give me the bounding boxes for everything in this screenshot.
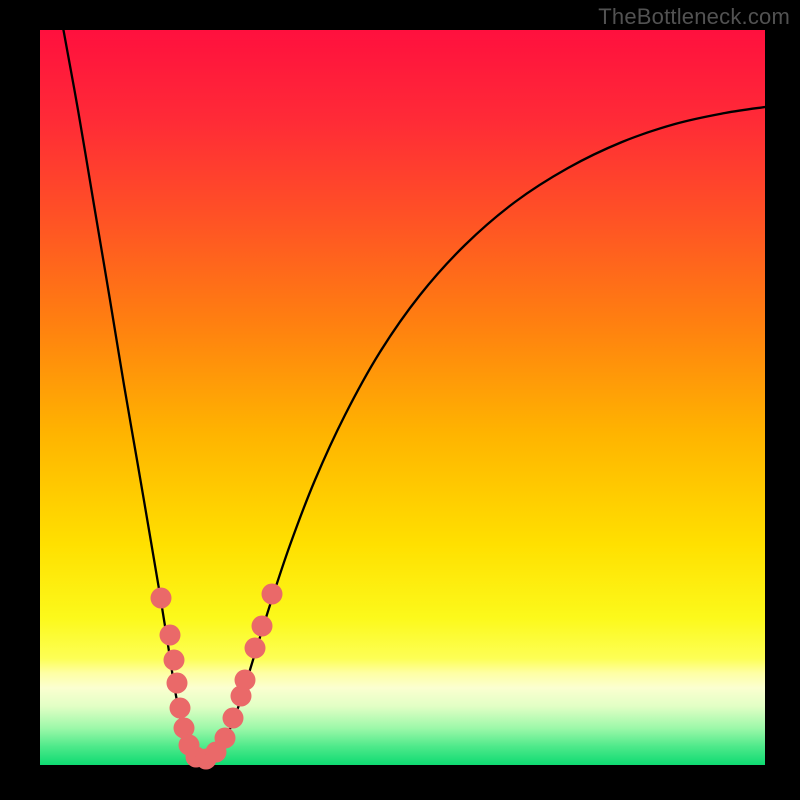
scatter-point	[223, 708, 244, 729]
chart-container: TheBottleneck.com	[0, 0, 800, 800]
scatter-point	[262, 584, 283, 605]
scatter-point	[245, 638, 266, 659]
scatter-point	[235, 670, 256, 691]
bottleneck-chart	[0, 0, 800, 800]
scatter-point	[167, 673, 188, 694]
watermark-text: TheBottleneck.com	[598, 4, 790, 30]
scatter-point	[160, 625, 181, 646]
scatter-point	[164, 650, 185, 671]
scatter-point	[151, 588, 172, 609]
scatter-point	[215, 728, 236, 749]
scatter-point	[252, 616, 273, 637]
plot-background	[40, 30, 765, 765]
scatter-point	[170, 698, 191, 719]
